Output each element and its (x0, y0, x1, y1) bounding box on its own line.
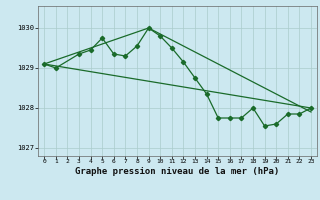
X-axis label: Graphe pression niveau de la mer (hPa): Graphe pression niveau de la mer (hPa) (76, 167, 280, 176)
